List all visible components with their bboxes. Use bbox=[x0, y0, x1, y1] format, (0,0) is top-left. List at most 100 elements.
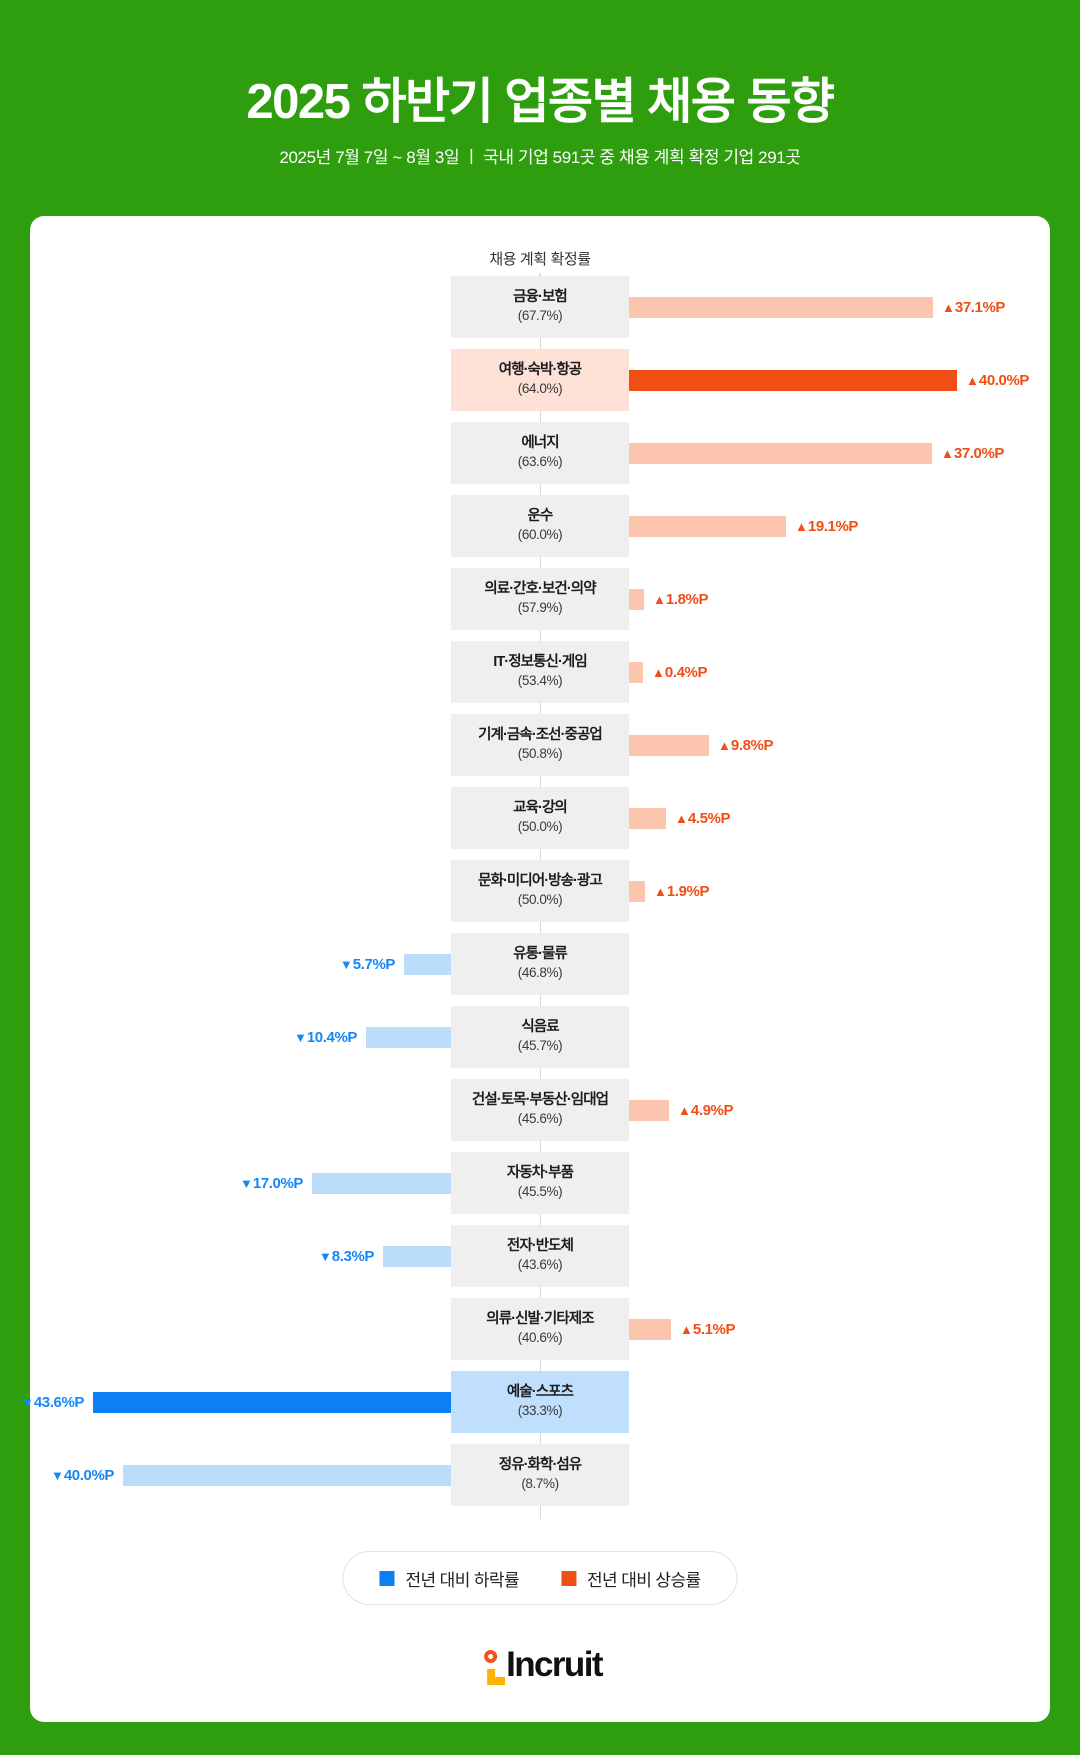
chart-row: ▲4.9%P 건설·토목·부동산·임대업 (45.6%) bbox=[30, 1079, 1050, 1141]
category-name: 문화·미디어·방송·광고 bbox=[478, 873, 603, 890]
triangle-up-icon: ▲ bbox=[675, 811, 688, 826]
category-name: 건설·토목·부동산·임대업 bbox=[471, 1092, 609, 1109]
page-subtitle: 2025년 7월 7일 ~ 8월 3일 ㅣ 국내 기업 591곳 중 채용 계획… bbox=[279, 148, 801, 167]
chart-row: ▲9.8%P 기계·금속·조선·중공업 (50.8%) bbox=[30, 714, 1050, 776]
increase-bar bbox=[629, 1100, 669, 1121]
legend: 전년 대비 하락률 전년 대비 상승률 bbox=[342, 1551, 738, 1605]
change-value-label: ▲37.1%P bbox=[942, 299, 1006, 316]
change-value-label: ▲9.8%P bbox=[718, 737, 774, 754]
category-label-box: 자동차·부품 (45.5%) bbox=[451, 1152, 629, 1214]
change-value-label: ▲4.9%P bbox=[678, 1102, 734, 1119]
axis-title: 채용 계획 확정률 bbox=[489, 251, 591, 268]
category-label-box: 교육·강의 (50.0%) bbox=[451, 787, 629, 849]
decrease-bar bbox=[383, 1246, 451, 1267]
triangle-down-icon: ▼ bbox=[318, 1249, 332, 1264]
legend-item-decrease: 전년 대비 하락률 bbox=[379, 1566, 520, 1591]
chart-row: ▼40.0%P 정유·화학·섬유 (8.7%) bbox=[30, 1444, 1050, 1506]
category-name: 에너지 bbox=[521, 435, 559, 452]
category-rate: (67.7%) bbox=[517, 308, 563, 324]
decrease-bar bbox=[404, 954, 451, 975]
triangle-down-icon: ▼ bbox=[20, 1395, 34, 1410]
category-rate: (33.3%) bbox=[517, 1403, 563, 1419]
category-name: 예술·스포츠 bbox=[506, 1384, 574, 1401]
category-rate: (45.5%) bbox=[517, 1184, 563, 1200]
change-value-label: ▲1.9%P bbox=[654, 883, 710, 900]
legend-swatch-increase bbox=[561, 1570, 576, 1586]
category-label-box: 정유·화학·섬유 (8.7%) bbox=[451, 1444, 629, 1506]
increase-bar bbox=[629, 662, 643, 683]
logo-wordmark: Incruit bbox=[506, 1645, 603, 1684]
category-rate: (46.8%) bbox=[517, 965, 563, 981]
decrease-bar bbox=[312, 1173, 451, 1194]
category-name: 유통·물류 bbox=[513, 946, 568, 963]
increase-bar bbox=[629, 370, 957, 391]
decrease-bar bbox=[93, 1392, 451, 1413]
increase-bar bbox=[629, 1319, 671, 1340]
legend-label-decrease: 전년 대비 하락률 bbox=[405, 1570, 519, 1590]
triangle-up-icon: ▲ bbox=[654, 884, 667, 899]
header-banner: 2025 하반기 업종별 채용 동향 2025년 7월 7일 ~ 8월 3일 ㅣ… bbox=[0, 0, 1080, 212]
triangle-up-icon: ▲ bbox=[652, 665, 665, 680]
chart-row: ▼5.7%P 유통·물류 (46.8%) bbox=[30, 933, 1050, 995]
category-label-box: 기계·금속·조선·중공업 (50.8%) bbox=[451, 714, 629, 776]
chart-row: ▲37.1%P 금융·보험 (67.7%) bbox=[30, 276, 1050, 338]
category-rate: (8.7%) bbox=[521, 1476, 559, 1492]
increase-bar bbox=[629, 735, 709, 756]
chart-row: ▼8.3%P 전자·반도체 (43.6%) bbox=[30, 1225, 1050, 1287]
decrease-bar bbox=[366, 1027, 451, 1048]
triangle-down-icon: ▼ bbox=[50, 1468, 64, 1483]
category-label-box: 에너지 (63.6%) bbox=[451, 422, 629, 484]
category-rate: (43.6%) bbox=[517, 1257, 563, 1273]
category-label-box: 여행·숙박·항공 (64.0%) bbox=[451, 349, 629, 411]
legend-swatch-decrease bbox=[379, 1570, 395, 1586]
chart-rows: ▲37.1%P 금융·보험 (67.7%) ▲40.0%P 여행·숙박·항공 (64.0%… bbox=[21, 276, 1050, 1517]
chart-row: ▼10.4%P 식음료 (45.7%) bbox=[30, 1006, 1050, 1068]
category-rate: (63.6%) bbox=[517, 454, 563, 470]
category-name: 자동차·부품 bbox=[506, 1165, 574, 1182]
category-rate: (53.4%) bbox=[517, 673, 563, 689]
change-value-label: ▲1.8%P bbox=[653, 591, 709, 608]
triangle-up-icon: ▲ bbox=[942, 300, 955, 315]
increase-bar bbox=[629, 808, 666, 829]
legend-item-increase: 전년 대비 상승률 bbox=[561, 1566, 701, 1591]
chart-row: ▲1.8%P 의료·간호·보건·의약 (57.9%) bbox=[30, 568, 1050, 630]
category-name: 기계·금속·조선·중공업 bbox=[478, 727, 603, 744]
category-label-box: 의료·간호·보건·의약 (57.9%) bbox=[451, 568, 629, 630]
chart-row: ▲19.1%P 운수 (60.0%) bbox=[30, 495, 1050, 557]
change-value-label: ▲37.0%P bbox=[941, 445, 1005, 462]
increase-bar bbox=[629, 516, 786, 537]
category-label-box: 문화·미디어·방송·광고 (50.0%) bbox=[451, 860, 629, 922]
decrease-bar bbox=[123, 1465, 451, 1486]
category-label-box: 전자·반도체 (43.6%) bbox=[451, 1225, 629, 1287]
triangle-up-icon: ▲ bbox=[718, 738, 731, 753]
change-value-label: ▲4.5%P bbox=[675, 810, 731, 827]
category-label-box: 건설·토목·부동산·임대업 (45.6%) bbox=[451, 1079, 629, 1141]
change-value-label: ▲40.0%P bbox=[966, 372, 1030, 389]
category-name: 의료·간호·보건·의약 bbox=[484, 581, 596, 598]
incruit-mark-icon bbox=[478, 1645, 506, 1685]
category-name: 의류·신발·기타제조 bbox=[486, 1311, 594, 1328]
category-rate: (50.8%) bbox=[517, 746, 563, 762]
category-rate: (45.7%) bbox=[517, 1038, 563, 1054]
increase-bar bbox=[629, 297, 933, 318]
category-label-box: 의류·신발·기타제조 (40.6%) bbox=[451, 1298, 629, 1360]
change-value-label: ▲0.4%P bbox=[652, 664, 708, 681]
chart-row: ▲37.0%P 에너지 (63.6%) bbox=[30, 422, 1050, 484]
category-name: 정유·화학·섬유 bbox=[498, 1457, 582, 1474]
change-value-label: ▼5.7%P bbox=[339, 956, 395, 973]
category-name: 금융·보험 bbox=[513, 289, 568, 306]
category-label-box: 유통·물류 (46.8%) bbox=[451, 933, 629, 995]
chart-card: 채용 계획 확정률 ▲37.1%P 금융·보험 (67.7%) ▲40.0%P 여행·숙… bbox=[21, 216, 1050, 1722]
category-name: IT·정보통신·게임 bbox=[493, 654, 587, 671]
logo-l-icon bbox=[487, 1669, 506, 1685]
category-rate: (50.0%) bbox=[517, 892, 563, 908]
increase-bar bbox=[629, 881, 645, 902]
chart-row: ▼43.6%P 예술·스포츠 (33.3%) bbox=[21, 1371, 1050, 1433]
page-title: 2025 하반기 업종별 채용 동향 bbox=[246, 75, 835, 129]
category-rate: (45.6%) bbox=[517, 1111, 563, 1127]
category-rate: (64.0%) bbox=[517, 381, 563, 397]
category-label-box: IT·정보통신·게임 (53.4%) bbox=[451, 641, 629, 703]
incruit-logo: Incruit bbox=[478, 1641, 603, 1685]
category-label-box: 식음료 (45.7%) bbox=[451, 1006, 629, 1068]
